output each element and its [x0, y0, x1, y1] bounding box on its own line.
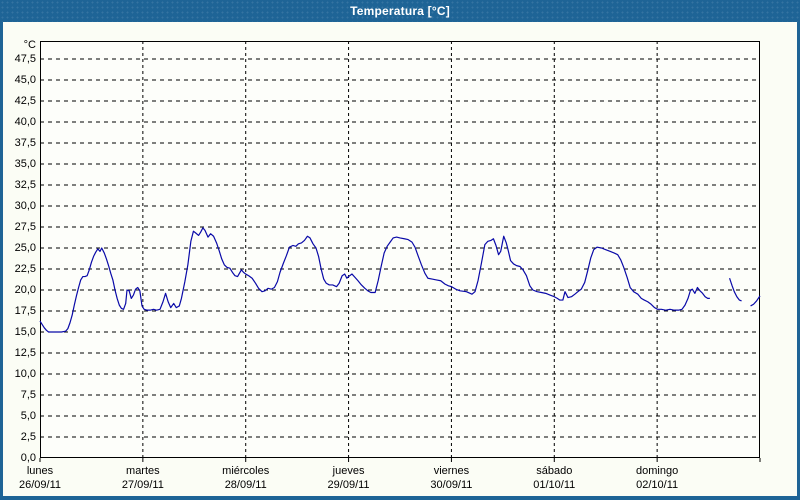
x-axis-day-label: jueves 29/09/11: [301, 464, 397, 492]
day-date: 01/10/11: [533, 479, 576, 491]
y-tick-label: 10,0: [14, 368, 36, 380]
day-date: 26/09/11: [18, 479, 61, 491]
y-tick-label: 27,5: [14, 221, 36, 233]
temperature-line: [729, 278, 742, 302]
y-tick-label: 32,5: [14, 179, 36, 191]
y-tick-label: 40,0: [14, 116, 36, 128]
plot-background: [40, 41, 760, 458]
y-tick-label: 0,0: [20, 452, 36, 464]
day-name: lunes: [26, 465, 54, 477]
y-tick-label: 42,5: [14, 95, 36, 107]
temperature-line: [750, 295, 761, 307]
day-name: jueves: [332, 465, 365, 477]
plot-svg: [39, 41, 761, 462]
y-tick-label: 30,0: [14, 200, 36, 212]
y-tick-label: 45,0: [14, 74, 36, 86]
x-axis-day-label: lunes 26/09/11: [0, 464, 88, 492]
day-name: sábado: [536, 465, 573, 477]
day-date: 27/09/11: [121, 479, 164, 491]
y-axis-unit-label: °C: [23, 39, 36, 51]
day-name: martes: [126, 465, 160, 477]
y-tick-label: 2,5: [20, 431, 36, 443]
y-tick-label: 20,0: [14, 284, 36, 296]
y-tick-label: 35,0: [14, 158, 36, 170]
x-axis-day-label: viernes 30/09/11: [403, 464, 499, 492]
window-title: Temperatura [°C]: [350, 4, 450, 18]
day-date: 29/09/11: [327, 479, 370, 491]
y-tick-label: 7,5: [20, 389, 36, 401]
day-date: 30/09/11: [430, 479, 473, 491]
x-axis-day-label: miércoles 28/09/11: [198, 464, 294, 492]
day-name: domingo: [636, 465, 679, 477]
plot-border: [40, 41, 760, 458]
day-name: viernes: [433, 465, 470, 477]
x-axis-day-label: martes 27/09/11: [95, 464, 191, 492]
day-date: 02/10/11: [636, 479, 679, 491]
y-tick-label: 25,0: [14, 242, 36, 254]
y-tick-label: 47,5: [14, 53, 36, 65]
y-tick-label: 5,0: [20, 410, 36, 422]
y-tick-label: 15,0: [14, 326, 36, 338]
x-axis-day-label: domingo 02/10/11: [609, 464, 705, 492]
temperature-line: [39, 227, 710, 333]
x-axis-day-label: sábado 01/10/11: [506, 464, 602, 492]
day-date: 28/09/11: [224, 479, 267, 491]
y-tick-label: 22,5: [14, 263, 36, 275]
title-bar: Temperatura [°C]: [0, 0, 800, 22]
y-tick-label: 37,5: [14, 137, 36, 149]
day-name: miércoles: [222, 465, 270, 477]
y-tick-label: 12,5: [14, 347, 36, 359]
y-tick-label: 17,5: [14, 305, 36, 317]
